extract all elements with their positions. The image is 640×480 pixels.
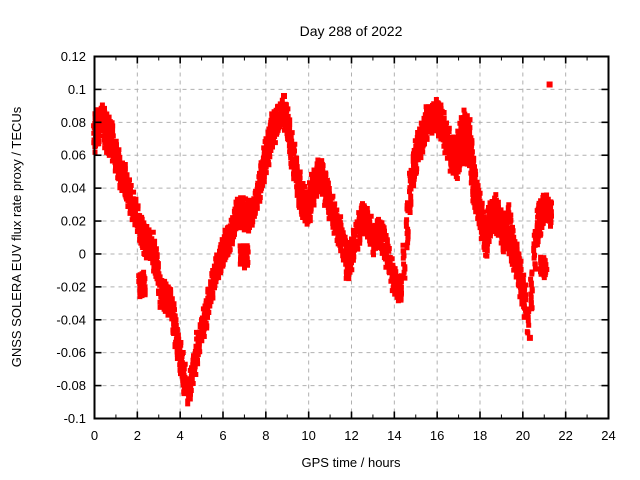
x-tick-label: 8 — [262, 428, 269, 443]
y-tick-label: -0.02 — [56, 279, 86, 294]
x-tick-label: 0 — [91, 428, 98, 443]
y-tick-label: 0.12 — [61, 49, 86, 64]
y-tick-label: 0.1 — [68, 82, 86, 97]
x-tick-label: 24 — [601, 428, 615, 443]
x-tick-label: 12 — [344, 428, 358, 443]
y-tick-label: -0.1 — [64, 411, 86, 426]
y-tick-label: 0.04 — [61, 181, 86, 196]
outlier-points — [281, 81, 553, 341]
y-axis-label: GNSS SOLERA EUV flux rate proxy / TECUs — [9, 106, 24, 367]
x-tick-label: 6 — [219, 428, 226, 443]
x-tick-label: 2 — [134, 428, 141, 443]
x-tick-label: 18 — [473, 428, 487, 443]
x-tick-label: 22 — [558, 428, 572, 443]
data-point-band — [91, 97, 554, 407]
y-tick-label: 0.08 — [61, 115, 86, 130]
y-tick-label: -0.08 — [56, 378, 86, 393]
y-tick-label: -0.04 — [56, 312, 86, 327]
y-tick-label: 0 — [79, 246, 86, 261]
x-tick-label: 20 — [516, 428, 530, 443]
x-tick-label: 14 — [387, 428, 401, 443]
chart-title: Day 288 of 2022 — [300, 23, 403, 39]
data-series-euv-flux-proxy — [91, 81, 554, 407]
x-tick-label: 4 — [177, 428, 184, 443]
tick-labels: 0 2 4 6 8 10 12 14 16 18 20 22 240.120.10.080.060.04… — [56, 49, 615, 443]
x-tick-label: 10 — [301, 428, 315, 443]
x-tick-label: 16 — [430, 428, 444, 443]
y-tick-label: 0.06 — [61, 148, 86, 163]
axes-border-and-ticks — [93, 55, 610, 420]
y-tick-label: -0.06 — [56, 345, 86, 360]
x-axis-label: GPS time / hours — [302, 455, 401, 470]
y-tick-label: 0.02 — [61, 214, 86, 229]
